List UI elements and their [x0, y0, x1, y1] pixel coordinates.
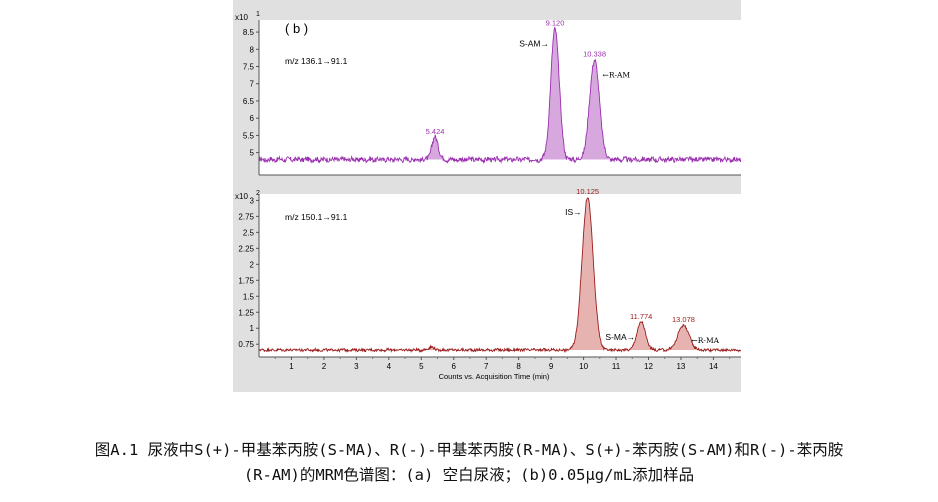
- x-tick-label: 7: [484, 362, 489, 371]
- y-tick-label: 3: [250, 196, 255, 205]
- signal-trace: [258, 26, 741, 165]
- peak-arrow-label: ←R-AM: [603, 71, 631, 80]
- signal-trace: [258, 197, 741, 353]
- x-tick-label: 14: [709, 362, 718, 371]
- peak-area: [628, 321, 654, 351]
- x-tick-label: 10: [579, 362, 588, 371]
- y-tick-label: 2.25: [238, 244, 254, 253]
- caption-line-2: (R-AM)的MRM色谱图：(a) 空白尿液；(b)0.05μg/mL添加样品: [243, 466, 695, 484]
- x-axis-label: Counts vs. Acquisition Time (min): [439, 372, 550, 381]
- y-tick-label: 5: [250, 149, 255, 158]
- scale-label: x10: [235, 192, 248, 201]
- y-tick-label: 2.75: [238, 212, 254, 221]
- scale-label: x10: [235, 13, 248, 22]
- y-tick-label: 0.75: [238, 340, 254, 349]
- peak-arrow-label: S-AM→: [519, 39, 549, 49]
- x-tick-label: 4: [387, 362, 392, 371]
- panel-label: ( b ): [285, 21, 308, 36]
- caption-line-1: 图A.1 尿液中S(+)-甲基苯丙胺(S-MA)、R(-)-甲基苯丙胺(R-MA…: [94, 441, 844, 459]
- x-tick-label: 8: [516, 362, 521, 371]
- x-tick-label: 12: [644, 362, 653, 371]
- y-tick-label: 6.5: [243, 97, 255, 106]
- y-tick-label: 2.5: [243, 228, 255, 237]
- x-tick-label: 5: [419, 362, 424, 371]
- y-tick-label: 2: [250, 260, 255, 269]
- peak-arrow-label: S-MA→: [605, 332, 635, 342]
- ion-label: m/z 150.1→91.1: [285, 212, 348, 222]
- peak-label: 10.338: [583, 50, 606, 59]
- y-tick-label: 5.5: [243, 131, 255, 140]
- peak-area: [571, 198, 605, 350]
- y-tick-label: 7.5: [243, 63, 255, 72]
- x-tick-label: 11: [612, 362, 621, 371]
- peak-label: 9.120: [546, 19, 565, 28]
- y-tick-label: 1: [250, 324, 255, 333]
- x-tick-label: 13: [676, 362, 685, 371]
- peak-label: 5.424: [426, 127, 445, 136]
- figure-caption: 图A.1 尿液中S(+)-甲基苯丙胺(S-MA)、R(-)-甲基苯丙胺(R-MA…: [0, 438, 938, 488]
- chromatogram-figure: x10 1 5 5.5 6 6.5 7 7.5 8 8.5 ( b ) m/z 136.1→91.1 5…: [233, 0, 741, 392]
- y-tick-label: 1.25: [238, 308, 254, 317]
- y-tick-label: 6: [250, 114, 255, 123]
- chromatogram-svg: x10 1 5 5.5 6 6.5 7 7.5 8 8.5 ( b ) m/z 136.1→91.1 5…: [235, 11, 741, 381]
- y-tick-label: 1.5: [243, 292, 255, 301]
- y-tick-label: 8: [250, 45, 255, 54]
- ion-label: m/z 136.1→91.1: [285, 56, 348, 66]
- y-tick-label: 1.75: [238, 276, 254, 285]
- scale-exponent: 2: [256, 190, 260, 197]
- plot-area: [259, 194, 741, 357]
- x-tick-label: 2: [322, 362, 327, 371]
- peak-label: 11.774: [630, 312, 652, 321]
- peak-label: 10.125: [576, 187, 599, 196]
- peak-area: [542, 27, 568, 160]
- y-tick-label: 8.5: [243, 28, 255, 37]
- peak-arrow-label: IS→: [565, 207, 582, 217]
- peak-label: 13.078: [672, 315, 695, 324]
- peak-area: [425, 134, 445, 161]
- x-tick-label: 1: [289, 362, 294, 371]
- plot-area: [259, 20, 741, 175]
- x-tick-label: 9: [549, 362, 554, 371]
- y-tick-label: 7: [250, 80, 255, 89]
- scale-exponent: 1: [256, 11, 260, 18]
- x-tick-label: 3: [354, 362, 359, 371]
- peak-arrow-label: ←R-MA: [691, 336, 719, 345]
- x-tick-label: 6: [452, 362, 457, 371]
- peak-area: [579, 59, 610, 160]
- peak-area: [666, 324, 700, 351]
